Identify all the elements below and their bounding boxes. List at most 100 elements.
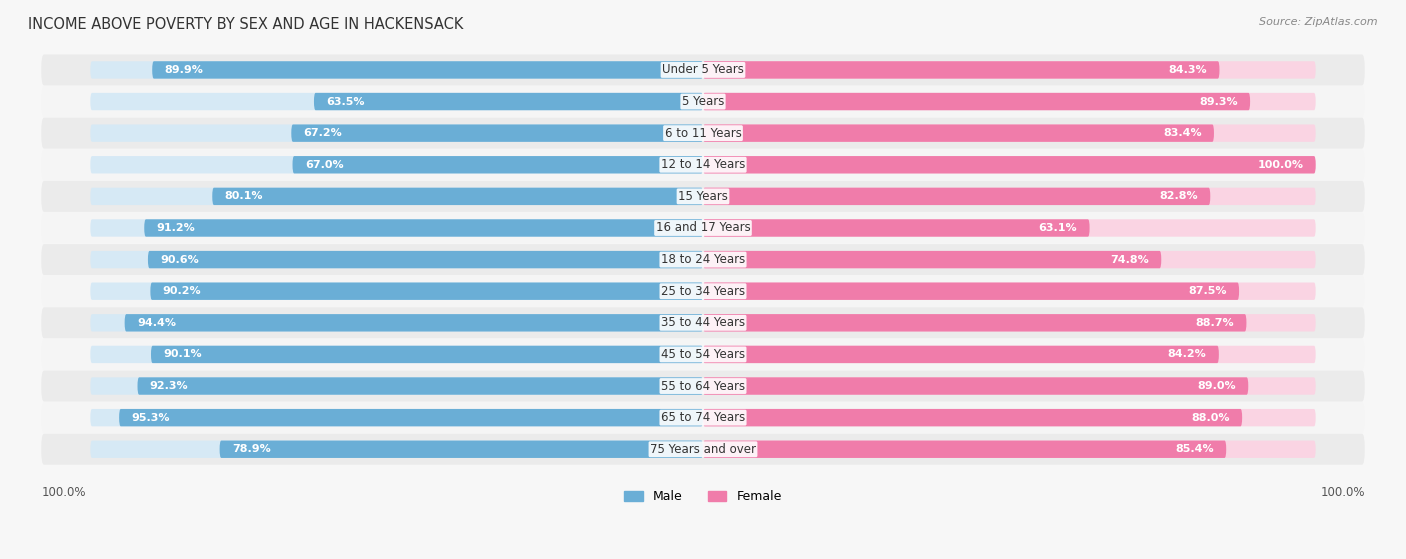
Text: 84.3%: 84.3%	[1168, 65, 1208, 75]
Text: 63.5%: 63.5%	[326, 97, 364, 107]
FancyBboxPatch shape	[90, 251, 703, 268]
Text: 89.0%: 89.0%	[1198, 381, 1236, 391]
FancyBboxPatch shape	[703, 93, 1316, 110]
Text: 100.0%: 100.0%	[1320, 486, 1365, 499]
FancyBboxPatch shape	[703, 61, 1316, 79]
FancyBboxPatch shape	[703, 219, 1090, 236]
FancyBboxPatch shape	[125, 314, 703, 331]
Text: 88.7%: 88.7%	[1195, 318, 1234, 328]
FancyBboxPatch shape	[90, 409, 703, 427]
FancyBboxPatch shape	[41, 181, 1365, 212]
FancyBboxPatch shape	[219, 440, 703, 458]
FancyBboxPatch shape	[41, 371, 1365, 401]
FancyBboxPatch shape	[703, 409, 1241, 427]
FancyBboxPatch shape	[703, 156, 1316, 173]
FancyBboxPatch shape	[90, 125, 703, 142]
FancyBboxPatch shape	[41, 244, 1365, 275]
FancyBboxPatch shape	[212, 188, 703, 205]
FancyBboxPatch shape	[41, 86, 1365, 117]
Text: 67.0%: 67.0%	[305, 160, 343, 170]
FancyBboxPatch shape	[148, 251, 703, 268]
FancyBboxPatch shape	[41, 434, 1365, 465]
Text: 6 to 11 Years: 6 to 11 Years	[665, 127, 741, 140]
FancyBboxPatch shape	[90, 93, 703, 110]
FancyBboxPatch shape	[703, 251, 1316, 268]
FancyBboxPatch shape	[703, 156, 1316, 173]
FancyBboxPatch shape	[703, 125, 1316, 142]
Text: 35 to 44 Years: 35 to 44 Years	[661, 316, 745, 329]
Text: 5 Years: 5 Years	[682, 95, 724, 108]
FancyBboxPatch shape	[703, 188, 1316, 205]
Text: 87.5%: 87.5%	[1188, 286, 1227, 296]
FancyBboxPatch shape	[41, 307, 1365, 338]
FancyBboxPatch shape	[90, 282, 703, 300]
FancyBboxPatch shape	[703, 314, 1247, 331]
Text: 90.6%: 90.6%	[160, 254, 198, 264]
Text: 15 Years: 15 Years	[678, 190, 728, 203]
Text: 67.2%: 67.2%	[304, 128, 342, 138]
FancyBboxPatch shape	[138, 377, 703, 395]
FancyBboxPatch shape	[703, 409, 1316, 427]
FancyBboxPatch shape	[703, 345, 1316, 363]
FancyBboxPatch shape	[703, 345, 1219, 363]
FancyBboxPatch shape	[41, 212, 1365, 244]
FancyBboxPatch shape	[41, 276, 1365, 307]
Text: 55 to 64 Years: 55 to 64 Years	[661, 380, 745, 392]
FancyBboxPatch shape	[703, 125, 1213, 142]
FancyBboxPatch shape	[703, 61, 1219, 79]
FancyBboxPatch shape	[703, 282, 1316, 300]
FancyBboxPatch shape	[703, 314, 1316, 331]
Text: 100.0%: 100.0%	[41, 486, 86, 499]
Text: 82.8%: 82.8%	[1160, 191, 1198, 201]
FancyBboxPatch shape	[703, 377, 1316, 395]
Text: Source: ZipAtlas.com: Source: ZipAtlas.com	[1260, 17, 1378, 27]
Text: 80.1%: 80.1%	[225, 191, 263, 201]
Text: 78.9%: 78.9%	[232, 444, 270, 454]
Text: 83.4%: 83.4%	[1163, 128, 1202, 138]
FancyBboxPatch shape	[703, 440, 1226, 458]
FancyBboxPatch shape	[90, 61, 703, 79]
Text: 84.2%: 84.2%	[1168, 349, 1206, 359]
FancyBboxPatch shape	[90, 377, 703, 395]
Text: 100.0%: 100.0%	[1257, 160, 1303, 170]
Text: 63.1%: 63.1%	[1039, 223, 1077, 233]
Text: 65 to 74 Years: 65 to 74 Years	[661, 411, 745, 424]
Text: 74.8%: 74.8%	[1111, 254, 1149, 264]
Text: 89.9%: 89.9%	[165, 65, 204, 75]
FancyBboxPatch shape	[703, 282, 1239, 300]
FancyBboxPatch shape	[292, 156, 703, 173]
FancyBboxPatch shape	[90, 314, 703, 331]
FancyBboxPatch shape	[90, 440, 703, 458]
FancyBboxPatch shape	[291, 125, 703, 142]
Text: 91.2%: 91.2%	[156, 223, 195, 233]
Text: 85.4%: 85.4%	[1175, 444, 1213, 454]
FancyBboxPatch shape	[150, 282, 703, 300]
FancyBboxPatch shape	[41, 149, 1365, 180]
Text: 25 to 34 Years: 25 to 34 Years	[661, 285, 745, 298]
Text: 95.3%: 95.3%	[131, 413, 170, 423]
FancyBboxPatch shape	[145, 219, 703, 236]
FancyBboxPatch shape	[703, 377, 1249, 395]
Text: 90.2%: 90.2%	[163, 286, 201, 296]
FancyBboxPatch shape	[90, 345, 703, 363]
Text: 12 to 14 Years: 12 to 14 Years	[661, 158, 745, 171]
FancyBboxPatch shape	[90, 219, 703, 236]
Text: 94.4%: 94.4%	[136, 318, 176, 328]
FancyBboxPatch shape	[41, 402, 1365, 433]
Text: INCOME ABOVE POVERTY BY SEX AND AGE IN HACKENSACK: INCOME ABOVE POVERTY BY SEX AND AGE IN H…	[28, 17, 464, 32]
FancyBboxPatch shape	[90, 188, 703, 205]
Text: 88.0%: 88.0%	[1191, 413, 1230, 423]
Text: 89.3%: 89.3%	[1199, 97, 1237, 107]
Legend: Male, Female: Male, Female	[619, 485, 787, 508]
FancyBboxPatch shape	[314, 93, 703, 110]
FancyBboxPatch shape	[703, 219, 1316, 236]
FancyBboxPatch shape	[703, 93, 1250, 110]
FancyBboxPatch shape	[41, 117, 1365, 149]
FancyBboxPatch shape	[152, 61, 703, 79]
Text: 18 to 24 Years: 18 to 24 Years	[661, 253, 745, 266]
FancyBboxPatch shape	[41, 54, 1365, 86]
Text: 75 Years and over: 75 Years and over	[650, 443, 756, 456]
FancyBboxPatch shape	[703, 440, 1316, 458]
FancyBboxPatch shape	[703, 251, 1161, 268]
Text: 45 to 54 Years: 45 to 54 Years	[661, 348, 745, 361]
